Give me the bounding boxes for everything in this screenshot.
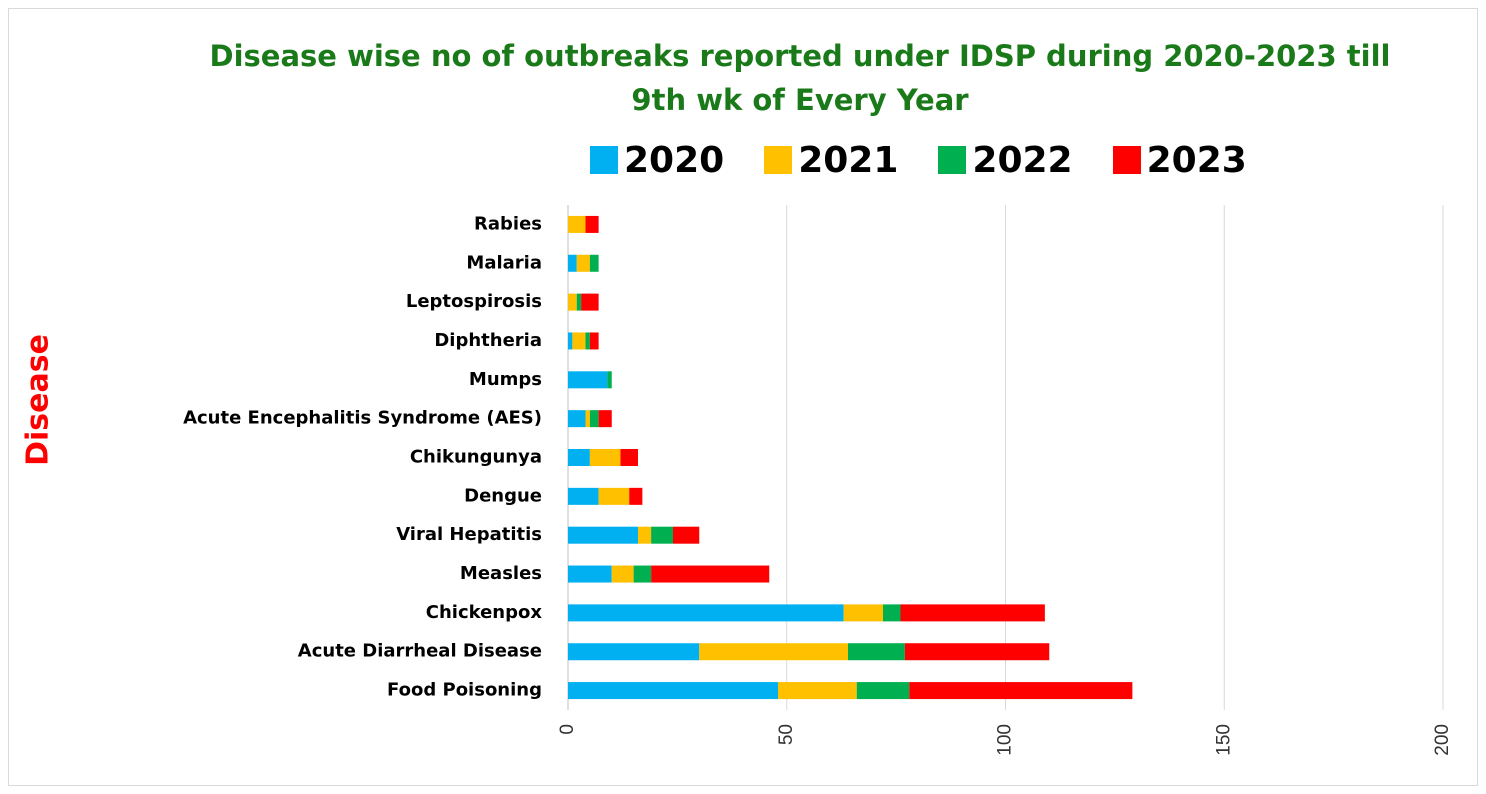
bar-2020-chikungunya <box>568 449 590 466</box>
bar-2023-acute-encephalitis-syndrome-aes- <box>598 410 612 428</box>
x-tick-label-50: 50 <box>776 724 797 745</box>
bar-2020-viral-hepatitis <box>568 526 638 544</box>
chart-title: Disease wise no of outbreaks reported un… <box>200 34 1400 122</box>
category-label: Acute Diarrheal Disease <box>298 641 542 662</box>
bar-2022-leptospirosis <box>576 293 582 311</box>
bar-2021-diphtheria <box>572 332 586 350</box>
category-label: Chickenpox <box>426 602 543 623</box>
legend-swatch-2023 <box>1112 146 1141 174</box>
bar-2021-malaria <box>576 254 590 272</box>
bar-2020-acute-encephalitis-syndrome-aes- <box>568 410 586 428</box>
legend-label-2021: 2021 <box>798 139 899 181</box>
bar-2020-mumps <box>568 371 608 389</box>
bar-2020-chickenpox <box>568 604 844 622</box>
bar-2020-food-poisoning <box>568 682 778 700</box>
bar-2023-rabies <box>585 215 599 233</box>
chart-title-line-1: Disease wise no of outbreaks reported un… <box>209 39 1391 73</box>
legend-swatch-2020 <box>590 146 618 174</box>
bar-2022-acute-diarrheal-disease <box>848 643 905 661</box>
bar-2022-food-poisoning <box>856 682 910 700</box>
category-label: Dengue <box>464 485 542 506</box>
bar-2023-acute-diarrheal-disease <box>904 643 1050 661</box>
bar-2021-food-poisoning <box>778 682 857 700</box>
bar-2021-acute-encephalitis-syndrome-aes- <box>585 410 590 428</box>
bar-2023-viral-hepatitis <box>673 526 700 544</box>
bar-2021-chikungunya <box>589 449 621 466</box>
x-tick-label-150: 150 <box>1213 724 1234 756</box>
bar-2020-diphtheria <box>568 332 573 350</box>
legend-swatch-2021 <box>764 146 793 174</box>
bar-2023-chickenpox <box>900 604 1045 622</box>
legend-swatch-2022 <box>938 146 967 174</box>
legend-item-2021: 2021 <box>764 140 898 181</box>
bar-2020-acute-diarrheal-disease <box>568 643 700 661</box>
bar-2021-dengue <box>598 487 630 505</box>
category-label: Viral Hepatitis <box>396 524 542 545</box>
bar-2022-viral-hepatitis <box>651 526 673 544</box>
chart-legend: 2020 2021 2022 2023 <box>590 139 1287 181</box>
bar-2020-malaria <box>568 254 577 272</box>
chart-title-line-2: 9th wk of Every Year <box>631 83 969 117</box>
bar-2021-leptospirosis <box>568 293 577 311</box>
bar-2022-malaria <box>589 254 599 272</box>
legend-label-2020: 2020 <box>624 139 725 181</box>
bar-2021-rabies <box>568 215 586 233</box>
bar-2021-acute-diarrheal-disease <box>699 643 848 661</box>
bar-2023-leptospirosis <box>581 293 599 311</box>
bar-2021-measles <box>611 565 634 583</box>
bar-2021-chickenpox <box>843 604 883 622</box>
category-label: Rabies <box>474 213 542 234</box>
bar-2022-mumps <box>607 371 612 389</box>
x-tick-label-0: 0 <box>557 724 578 735</box>
legend-item-2020: 2020 <box>590 140 724 181</box>
legend-label-2023: 2023 <box>1146 139 1247 181</box>
category-label: Food Poisoning <box>387 680 542 701</box>
bar-2023-diphtheria <box>589 332 599 350</box>
category-label: Malaria <box>466 252 542 273</box>
category-label: Diphtheria <box>434 330 542 351</box>
bar-2021-viral-hepatitis <box>638 526 652 544</box>
bar-2022-measles <box>633 565 652 583</box>
x-tick-label-100: 100 <box>995 724 1016 756</box>
legend-item-2022: 2022 <box>938 139 1073 181</box>
bar-2022-acute-encephalitis-syndrome-aes- <box>589 410 599 428</box>
category-label: Acute Encephalitis Syndrome (AES) <box>183 408 542 429</box>
category-label: Leptospirosis <box>406 291 542 312</box>
legend-label-2022: 2022 <box>972 139 1073 181</box>
bar-2023-measles <box>651 565 770 583</box>
bar-2023-food-poisoning <box>909 682 1133 700</box>
bar-2022-chickenpox <box>883 604 901 622</box>
bar-2020-measles <box>568 565 612 583</box>
bar-2023-chikungunya <box>620 449 638 466</box>
legend-item-2023: 2023 <box>1112 139 1247 181</box>
category-label: Measles <box>460 563 542 584</box>
bar-2022-diphtheria <box>585 332 590 350</box>
category-label: Chikungunya <box>410 447 542 468</box>
bar-2020-dengue <box>568 487 599 505</box>
category-label: Mumps <box>469 369 542 390</box>
bar-2023-dengue <box>629 487 643 505</box>
x-tick-label-200: 200 <box>1432 724 1453 756</box>
